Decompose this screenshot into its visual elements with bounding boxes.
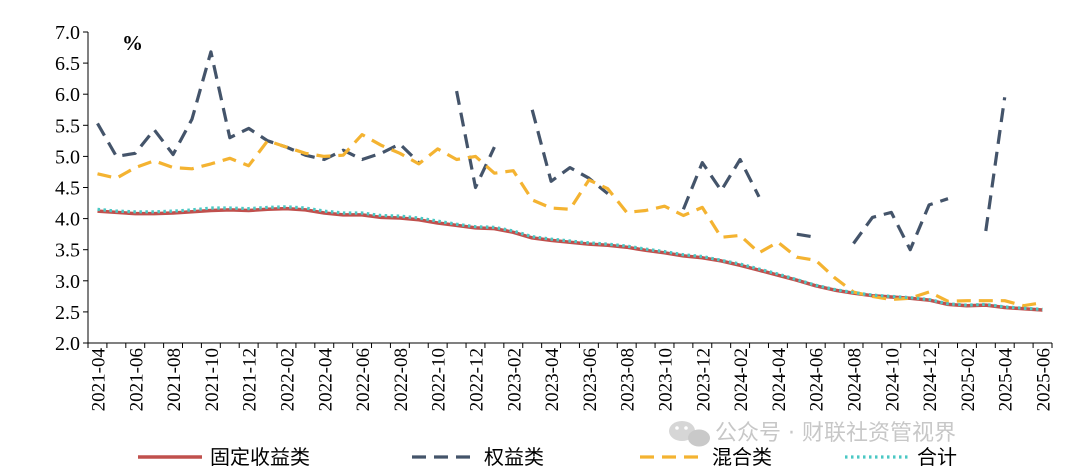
x-tick-label: 2023-08 bbox=[618, 348, 639, 411]
series-line bbox=[97, 205, 1043, 311]
x-tick-label: 2023-10 bbox=[656, 348, 677, 411]
legend-label: 混合类 bbox=[712, 445, 772, 469]
series-line bbox=[97, 133, 1043, 308]
x-tick-label: 2022-08 bbox=[391, 348, 412, 411]
x-tick-label: 2021-06 bbox=[126, 348, 147, 411]
y-tick-label: 3.0 bbox=[55, 271, 80, 293]
x-axis-ticks: 2021-04 2021-06 2021-08 2021-10 2021-12 2022-… bbox=[87, 343, 1055, 412]
x-tick-label: 2022-02 bbox=[277, 348, 298, 411]
watermark: 公众号 · 财联社资管视界 bbox=[669, 421, 956, 447]
x-tick-label: 2023-06 bbox=[580, 348, 601, 411]
x-tick-label: 2024-10 bbox=[882, 348, 903, 411]
y-tick-label: 5.5 bbox=[55, 115, 80, 137]
x-tick-label: 2023-02 bbox=[504, 348, 525, 411]
y-tick-label: 3.5 bbox=[55, 240, 80, 262]
y-tick-label: 7.0 bbox=[55, 22, 80, 44]
x-tick-label: 2025-04 bbox=[996, 348, 1017, 412]
x-tick-label: 2024-04 bbox=[769, 348, 790, 412]
y-tick-label: 6.0 bbox=[55, 84, 80, 106]
x-tick-label: 2024-12 bbox=[920, 348, 941, 411]
x-tick-label: 2021-10 bbox=[202, 348, 223, 411]
x-tick-label: 2022-10 bbox=[429, 348, 450, 411]
x-tick-label: 2023-04 bbox=[542, 348, 563, 412]
y-tick-label: 4.0 bbox=[55, 209, 80, 231]
x-tick-label: 2024-02 bbox=[731, 348, 752, 411]
watermark-text: 公众号 · 财联社资管视界 bbox=[715, 421, 956, 446]
y-tick-label: 5.0 bbox=[55, 146, 80, 168]
y-unit-label: % bbox=[122, 31, 143, 55]
x-tick-label: 2024-08 bbox=[845, 348, 866, 411]
x-tick-label: 2025-02 bbox=[958, 348, 979, 411]
x-tick-label: 2025-06 bbox=[1034, 348, 1055, 411]
legend-label: 固定收益类 bbox=[210, 445, 310, 469]
y-tick-label: 2.5 bbox=[55, 302, 80, 324]
series-line bbox=[97, 206, 1043, 312]
y-axis-ticks: 2.0 2.5 3.0 3.5 4.0 4.5 5.0 5.5 6.0 6.5 7.0 bbox=[55, 22, 88, 355]
series-layer bbox=[96, 50, 1043, 312]
wechat-icon bbox=[669, 421, 710, 447]
x-tick-label: 2022-06 bbox=[353, 348, 374, 411]
x-tick-label: 2022-04 bbox=[315, 348, 336, 412]
legend: 固定收益类 权益类 混合类 合计 bbox=[138, 445, 957, 469]
x-tick-label: 2021-04 bbox=[88, 348, 109, 412]
series-line bbox=[96, 50, 1007, 252]
legend-label: 权益类 bbox=[484, 445, 544, 469]
y-tick-label: 2.0 bbox=[55, 333, 80, 355]
x-tick-label: 2023-12 bbox=[693, 348, 714, 411]
x-tick-label: 2021-08 bbox=[164, 348, 185, 411]
x-tick-label: 2022-12 bbox=[466, 348, 487, 411]
x-tick-label: 2021-12 bbox=[240, 348, 261, 411]
legend-label: 合计 bbox=[917, 445, 957, 469]
y-tick-label: 6.5 bbox=[55, 53, 80, 75]
y-tick-label: 4.5 bbox=[55, 178, 80, 200]
x-tick-label: 2024-06 bbox=[807, 348, 828, 411]
